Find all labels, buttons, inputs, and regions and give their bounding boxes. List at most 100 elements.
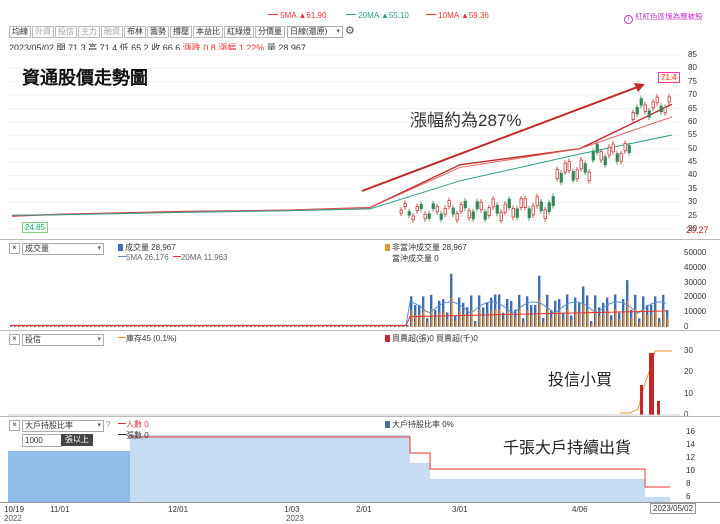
nonday-volume-bar (431, 309, 433, 327)
nonday-volume-bar (639, 322, 641, 327)
buysell-bar (649, 353, 654, 415)
candle (427, 213, 431, 219)
nonday-volume-bar (183, 325, 185, 327)
nonday-volume-bar (127, 326, 129, 327)
candle (507, 198, 511, 208)
candle (555, 169, 559, 179)
volume-y-tick: 20000 (684, 292, 707, 302)
nonday-volume-bar (519, 309, 521, 327)
quote-close: 收 66.6 (151, 43, 181, 53)
close-icon[interactable]: × (9, 334, 20, 345)
price-y-tick: 65 (688, 103, 697, 113)
gear-icon[interactable]: ⚙ (345, 25, 355, 37)
tab-foreign[interactable]: 外資 (32, 26, 54, 38)
nonday-volume-bar (571, 320, 573, 327)
nonday-volume-bar (323, 326, 325, 327)
nonday-volume-bar (463, 313, 465, 327)
nonday-volume-bar (471, 309, 473, 327)
tab-trust[interactable]: 投信 (55, 26, 77, 38)
candle (663, 107, 667, 114)
tab-ma[interactable]: 均線 (9, 26, 31, 38)
nonday-volume-bar (347, 326, 349, 327)
tab-chips[interactable]: 籌勢 (147, 26, 169, 38)
volume-ma-legend: 5MA 26,176 20MA 11,963 (118, 253, 228, 262)
candle (491, 198, 495, 208)
x-axis-label: 12/01 (168, 505, 189, 514)
tab-major[interactable]: 主力 (78, 26, 100, 38)
candle (515, 208, 519, 218)
nonday-volume-bar (219, 325, 221, 327)
volume-indicator-select[interactable]: 成交量 ▾ (22, 243, 104, 255)
color-setting-label: 紅紅色區塊為應被股 (635, 12, 703, 21)
trust-select-value: 投信 (25, 335, 41, 344)
candle (451, 207, 455, 215)
buysell-bar (657, 401, 660, 415)
volume-chart (10, 273, 669, 327)
trust-y-tick: 10 (684, 388, 693, 398)
tab-pe[interactable]: 本益比 (193, 26, 223, 38)
nonday-volume-bar (111, 326, 113, 327)
nonday-volume-bar (655, 310, 657, 327)
nonday-volume-bar (287, 326, 289, 327)
x-axis-label: 2/01 (356, 505, 372, 514)
color-setting-link[interactable]: i 紅紅色區塊為應被股 (624, 11, 703, 24)
nonday-volume-bar (339, 326, 341, 327)
close-icon[interactable]: × (9, 243, 20, 254)
x-year-2023: 2023 (286, 514, 304, 523)
nonday-volume-bar (531, 314, 533, 327)
tab-support[interactable]: 撐壓 (170, 26, 192, 38)
candle (599, 151, 603, 161)
nonday-volume-bar (255, 325, 257, 327)
price-y-tick: 20 (688, 224, 697, 233)
holders-y-tick: 12 (686, 453, 695, 462)
x-axis-label: 1/03 (284, 505, 300, 514)
nonday-volume-bar (119, 325, 121, 327)
shares-label: 張數 0 (126, 431, 149, 440)
tab-traffic-light[interactable]: 紅綠燈 (224, 26, 254, 38)
holders-indicator-select[interactable]: 大戶持股比率 ▾ (22, 420, 104, 432)
nonday-volume-bar (23, 326, 25, 327)
vol-ma5-label: 5MA 26,176 (126, 253, 169, 262)
inventory-line (620, 350, 672, 414)
nonday-volume-bar (179, 325, 181, 327)
tab-volume-profile[interactable]: 分價量 (255, 26, 285, 38)
candle (447, 200, 451, 207)
nonday-volume-bar (267, 325, 269, 327)
nonday-volume-bar (599, 316, 601, 327)
nonday-volume-bar (595, 309, 597, 327)
holder-ratio-area (8, 435, 670, 503)
candle (655, 96, 659, 104)
nonday-volume-bar (575, 310, 577, 327)
tab-margin[interactable]: 融資 (101, 26, 123, 38)
nonday-volume-bar (515, 317, 517, 327)
nonday-volume-bar (271, 325, 273, 327)
shares-legend: 張數 0 (118, 430, 149, 441)
volume-select-value: 成交量 (25, 244, 49, 253)
nonday-volume-bar (587, 309, 589, 327)
x-axis-label: 11/01 (50, 505, 70, 514)
period-select[interactable]: 日線(還原) ▾ (287, 26, 343, 38)
nonday-volume-bar (31, 325, 33, 327)
nonday-label: 非當沖成交量 28,967 (392, 243, 467, 252)
candle (463, 200, 467, 209)
quote-volume: 量 28,967 (266, 43, 306, 53)
trust-indicator-select[interactable]: 投信 ▾ (22, 334, 104, 346)
candle (503, 203, 507, 213)
candle (647, 110, 651, 118)
vol-ma20-label: 20MA 11,963 (180, 253, 228, 262)
nonday-volume-bar (487, 313, 489, 327)
nonday-volume-bar (79, 325, 81, 327)
candle (659, 105, 663, 113)
help-icon[interactable]: ? (106, 420, 111, 429)
nonday-volume-bar (155, 325, 157, 327)
nonday-volume-bar (131, 325, 133, 327)
close-icon[interactable]: × (9, 420, 20, 431)
ma10-legend: 10MA ▲59.36 (426, 11, 489, 20)
qty-input[interactable]: 1000 (22, 434, 62, 447)
tab-bollinger[interactable]: 布林 (124, 26, 146, 38)
people-line (130, 436, 670, 488)
quote-date: 2023/05/02 (9, 43, 55, 53)
nonday-volume-bar (403, 326, 405, 327)
price-y-tick: 35 (688, 183, 697, 193)
